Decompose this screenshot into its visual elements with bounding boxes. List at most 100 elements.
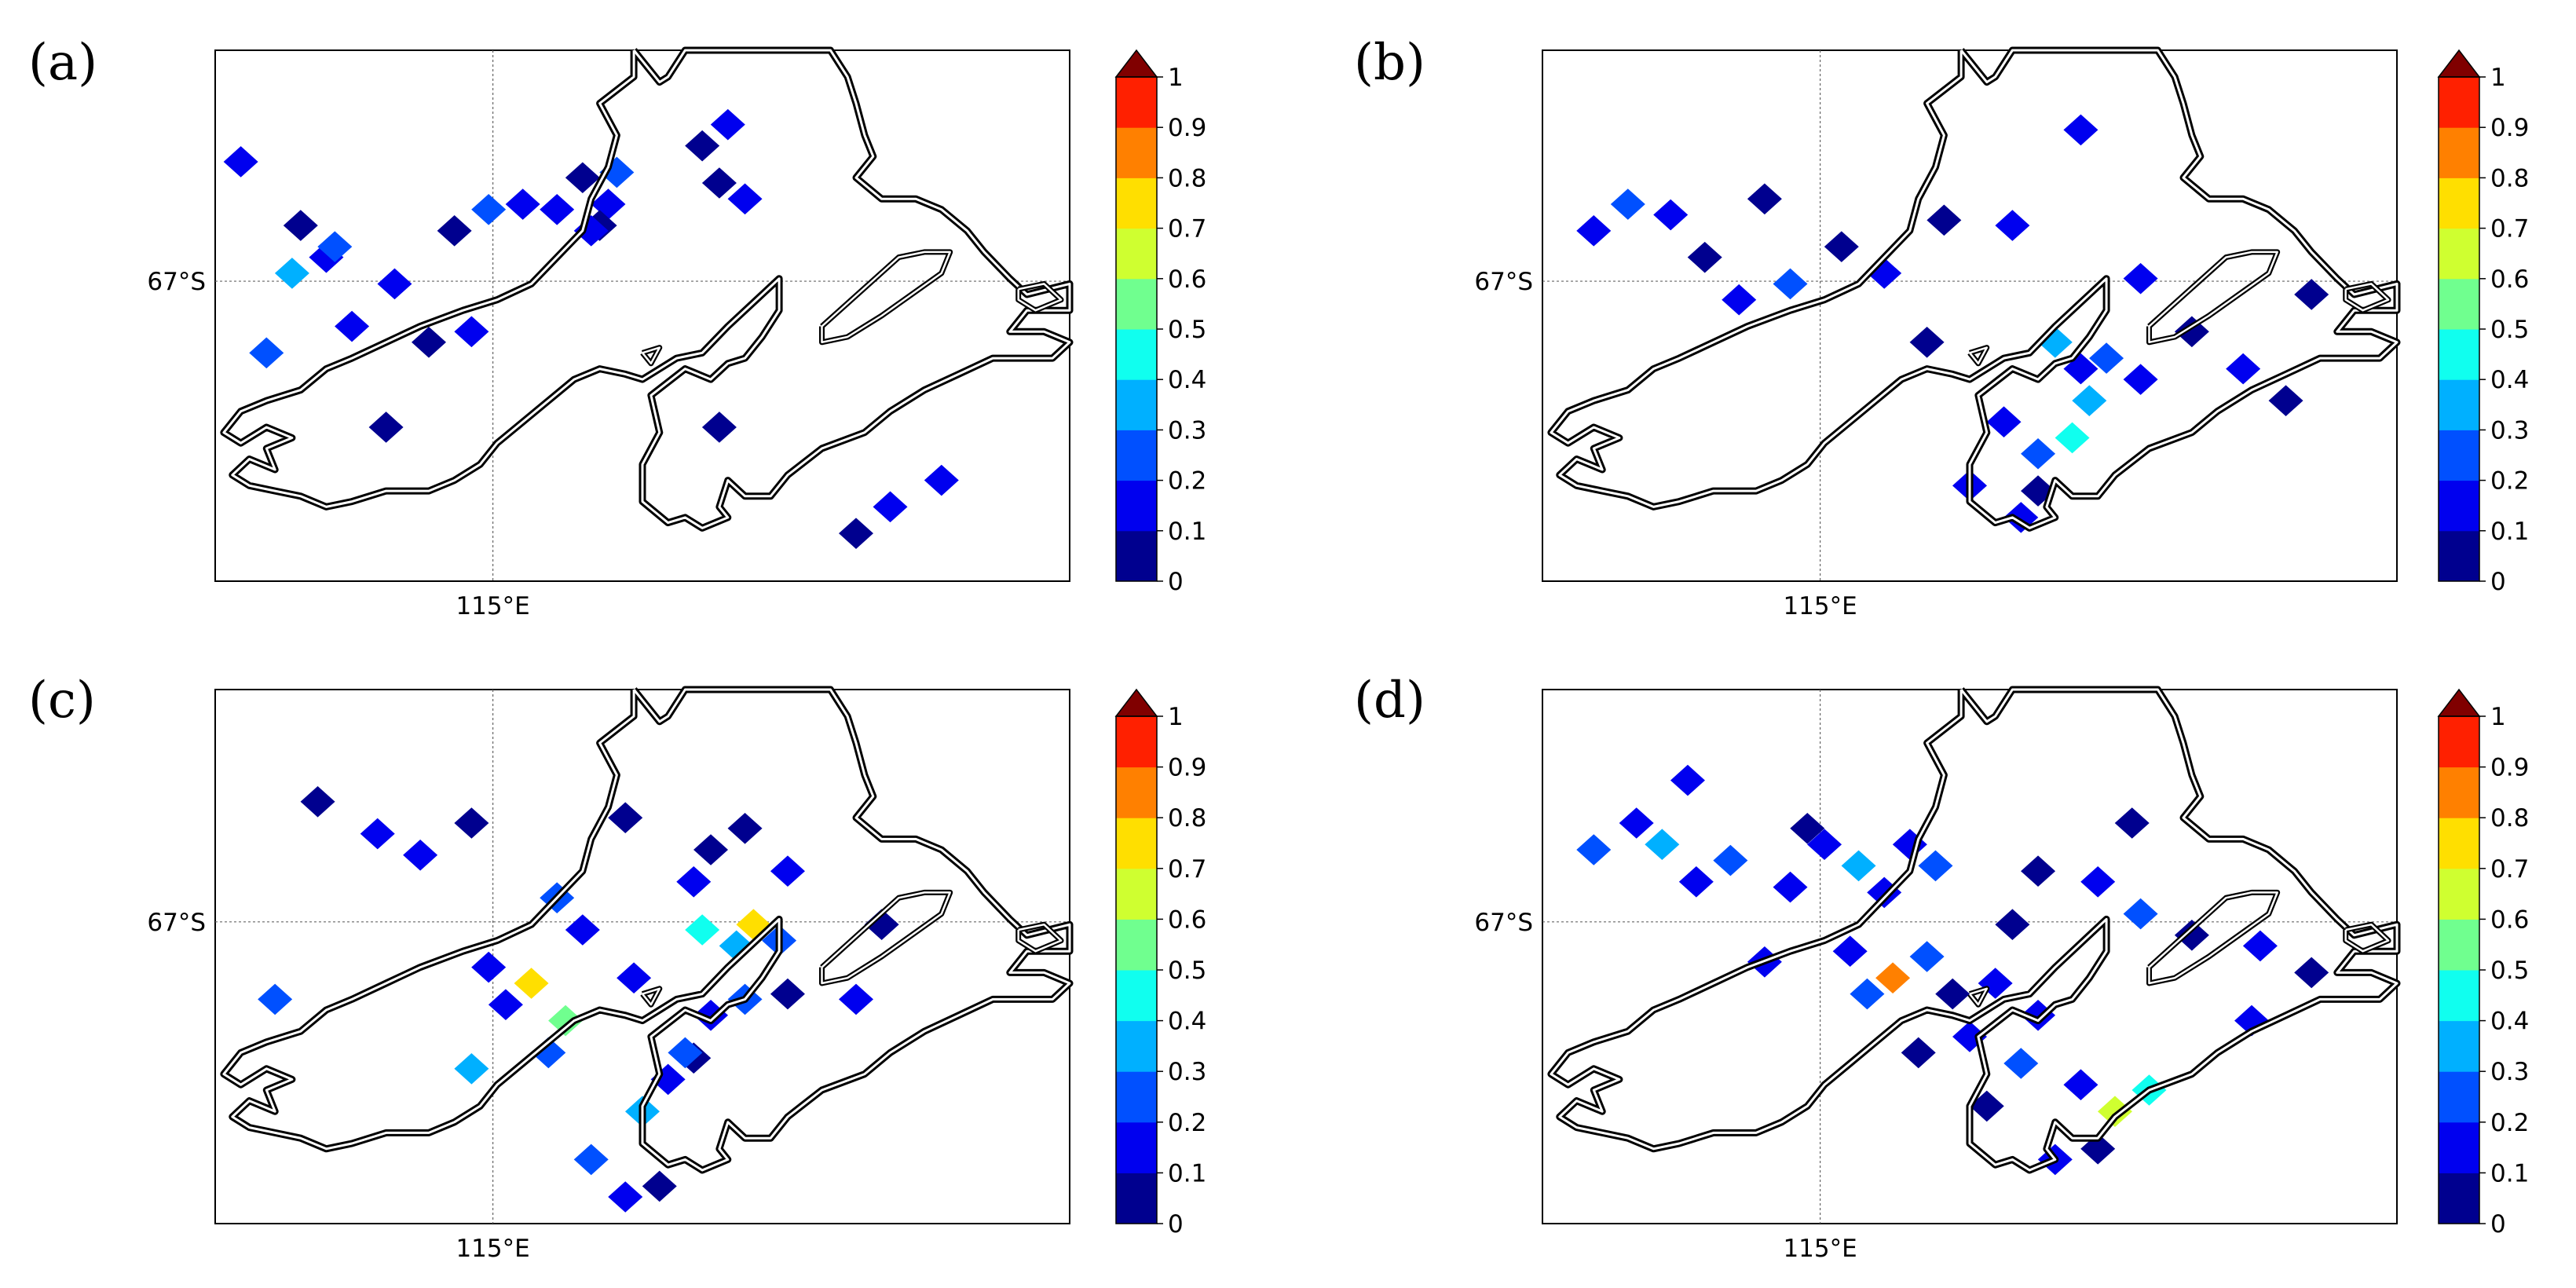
- data-patch: [300, 786, 335, 818]
- data-patch: [2063, 1069, 2098, 1100]
- data-patch: [2072, 385, 2107, 416]
- data-patch: [437, 215, 472, 247]
- colorbar-tick-label: 0.3: [2490, 1058, 2529, 1086]
- map-a: 67°S 115°E 0 0.1 0.2 0.3 0.4 0.5 0.6 0.7 0.8 0.9 1: [147, 46, 1206, 620]
- colorbar-segment: [1116, 278, 1157, 330]
- data-patch: [770, 978, 805, 1010]
- colorbar: 0 0.1 0.2 0.3 0.4 0.5 0.6 0.7 0.8 0.9 1: [1114, 49, 1206, 596]
- colorbar-tick-label: 0: [2490, 568, 2506, 596]
- data-patch: [1576, 834, 1612, 865]
- data-patch: [617, 962, 652, 993]
- data-patch: [2242, 930, 2278, 962]
- data-patch: [608, 1181, 643, 1213]
- data-patch: [770, 855, 805, 887]
- colorbar-tick-label: 0.4: [1168, 366, 1206, 394]
- colorbar-segment: [2439, 1020, 2479, 1072]
- data-patch: [505, 188, 540, 220]
- colorbar-tick-label: 0.7: [1168, 855, 1206, 884]
- data-patch: [2294, 279, 2329, 310]
- colorbar-segment: [2439, 430, 2479, 481]
- colorbar-segment: [2439, 716, 2479, 768]
- data-patch: [2294, 957, 2329, 989]
- map-d: 67°S 115°E 0 0.1 0.2 0.3 0.4 0.5 0.6 0.7 0.8 0.9 1: [1474, 686, 2529, 1263]
- data-patch: [1918, 850, 1953, 882]
- data-patches: [1576, 764, 2329, 1176]
- colorbar-tick-label: 0: [2490, 1210, 2506, 1239]
- colorbar-tick-label: 1: [1168, 64, 1184, 92]
- colorbar-segment: [2439, 177, 2479, 229]
- colorbar-tick-label: 0.9: [2490, 754, 2529, 782]
- island-inner: [821, 251, 951, 344]
- colorbar-segment: [2439, 228, 2479, 280]
- colorbar-tick-label: 0.3: [2490, 416, 2529, 445]
- colorbar-segment: [1116, 1122, 1157, 1173]
- lat-label: 67°S: [147, 909, 206, 937]
- data-patch: [1850, 978, 1885, 1010]
- data-patch: [2003, 502, 2039, 533]
- colorbar-tick-label: 0.2: [2490, 1109, 2529, 1137]
- colorbar-tick-label: 0.3: [1168, 1058, 1206, 1086]
- data-patch: [1687, 241, 1722, 273]
- colorbar-segment: [2439, 77, 2479, 128]
- colorbar-extend-arrow: [1114, 688, 1158, 717]
- coastline-inner: [1550, 49, 2399, 529]
- lat-label: 67°S: [1474, 909, 1533, 937]
- data-patch: [1986, 406, 2022, 437]
- data-patch: [1653, 199, 1689, 231]
- data-patch: [599, 156, 635, 188]
- colorbar-tick-label: 0.7: [2490, 215, 2529, 243]
- data-patch: [2234, 1004, 2270, 1037]
- data-patch: [727, 183, 763, 215]
- colorbar-segment: [2439, 1122, 2479, 1173]
- data-patch: [1619, 807, 1654, 839]
- island-inner: [821, 891, 951, 985]
- colorbar-segment: [1116, 430, 1157, 481]
- data-patch: [1645, 829, 1680, 860]
- data-patch: [2021, 1000, 2056, 1031]
- colorbar-tick-label: 0.5: [1168, 316, 1206, 344]
- colorbar-segment: [2439, 818, 2479, 869]
- data-patch: [2063, 353, 2098, 385]
- colorbar-tick-label: 0: [1168, 568, 1184, 596]
- data-patch: [2097, 1096, 2132, 1127]
- colorbar-tick-label: 1: [2490, 64, 2506, 92]
- island-inner: [2344, 923, 2390, 953]
- coastline-inner: [222, 688, 1071, 1172]
- colorbar-tick-label: 0.4: [1168, 1008, 1206, 1036]
- colorbar-segment: [2439, 1173, 2479, 1224]
- lat-label: 67°S: [147, 268, 206, 296]
- panel-label: (d): [1354, 671, 1425, 730]
- data-patch: [693, 1000, 729, 1031]
- data-patch: [274, 258, 309, 289]
- data-patch: [2123, 262, 2158, 295]
- colorbar: 0 0.1 0.2 0.3 0.4 0.5 0.6 0.7 0.8 0.9 1: [1114, 688, 1206, 1239]
- colorbar-tick-label: 0.6: [2490, 906, 2529, 934]
- data-patch: [368, 412, 404, 443]
- data-patch: [1927, 204, 1962, 236]
- colorbar: 0 0.1 0.2 0.3 0.4 0.5 0.6 0.7 0.8 0.9 1: [2437, 688, 2529, 1239]
- island-inner: [642, 987, 661, 1006]
- colorbar: 0 0.1 0.2 0.3 0.4 0.5 0.6 0.7 0.8 0.9 1: [2437, 49, 2529, 596]
- colorbar-segment: [1116, 716, 1157, 768]
- colorbar-segment: [1116, 919, 1157, 971]
- colorbar-tick-label: 0.6: [1168, 906, 1206, 934]
- colorbar-segment: [2439, 329, 2479, 380]
- colorbar-extend-arrow: [2437, 688, 2481, 717]
- colorbar-segment: [1116, 177, 1157, 229]
- colorbar-segment: [2439, 767, 2479, 818]
- data-patch: [864, 909, 899, 940]
- panel-b: (b) 67°S 115°E 0 0.1 0.2 0.3 0.4 0.5 0.6 0.7 0.8 0.…: [1288, 0, 2576, 644]
- data-patch: [2063, 114, 2098, 146]
- data-patch: [2268, 385, 2303, 416]
- colorbar-tick-label: 0.5: [1168, 957, 1206, 985]
- data-patch: [1901, 1037, 1936, 1069]
- data-patch: [1935, 978, 1970, 1010]
- colorbar-tick-label: 0.8: [1168, 164, 1206, 192]
- data-patch: [1670, 764, 1705, 796]
- colorbar-segment: [2439, 127, 2479, 178]
- data-patch: [839, 983, 873, 1015]
- colorbar-segment: [1116, 480, 1157, 532]
- data-patch: [1773, 871, 1808, 903]
- data-patch: [471, 194, 507, 225]
- data-patch: [924, 464, 959, 496]
